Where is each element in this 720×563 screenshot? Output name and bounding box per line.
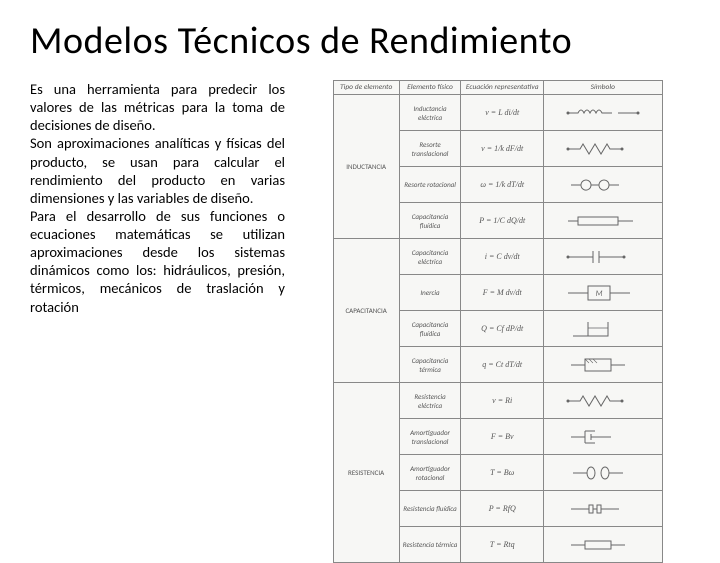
category-inductancia: INDUCTANCIA [333,95,399,239]
header-elemento: Elemento físico [399,81,461,95]
diagram-column: Tipo de elemento Elemento físico Ecuació… [305,80,690,563]
symbol-fluid-cap [544,311,662,347]
symbol-fluid-res [544,491,662,527]
paragraph-2: Son aproximaciones analíticas y físicas … [30,134,285,207]
fluid-cap-icon [563,318,643,340]
row-name: Amortiguador translacional [399,419,461,455]
row-eq: F = Bv [491,432,514,441]
row-name: Capacitancia eléctrica [399,239,461,275]
text-column: Es una herramienta para predecir los val… [30,80,285,563]
row-name: Capacitancia fluídica [399,203,461,239]
spring-icon [563,140,643,158]
row-eq: v = L di/dt [485,108,519,117]
capacitor-icon [563,248,643,266]
row-name: Inercia [399,275,461,311]
row-eq: F = M dv/dt [483,288,522,297]
row-eq: v = 1/k dF/dt [481,144,523,153]
symbol-mass: M [544,275,662,311]
symbol-rot-damper [544,455,662,491]
row-eq: T = Bω [490,468,514,477]
row-eq: q = Ct dT/dt [482,360,522,369]
symbol-spring [544,131,662,167]
therm-res-icon [563,536,643,554]
symbol-fluid-ind [544,203,662,239]
category-capacitancia: CAPACITANCIA [333,239,399,383]
slide-container: Modelos Técnicos de Rendimiento Es una h… [0,0,720,540]
row-eq: Q = Cf dP/dt [481,324,523,333]
header-tipo: Tipo de elemento [333,81,399,95]
row-eq: P = RfQ [489,504,516,513]
rot-spring-icon [563,176,643,194]
elements-table: Tipo de elemento Elemento físico Ecuació… [333,80,663,563]
row-name: Resorte rotacional [399,167,461,203]
inductor-icon [563,104,643,122]
row-name: Capacitancia fluídica [399,311,461,347]
table-row: RESISTENCIA Resistencia eléctrica v = Ri [333,383,662,419]
row-eq: i = C dv/dt [485,252,520,261]
row-name: Amortiguador rotacional [399,455,461,491]
row-eq: ω = 1/k dT/dt [480,180,524,189]
row-name: Resistencia eléctrica [399,383,461,419]
fluid-ind-icon [563,211,643,231]
paragraph-3: Para el desarrollo de sus funciones o ec… [30,207,285,316]
paragraph-1: Es una herramienta para predecir los val… [30,80,285,134]
row-name: Capacitancia térmica [399,347,461,383]
symbol-capacitor [544,239,662,275]
table-header-row: Tipo de elemento Elemento físico Ecuació… [333,81,662,95]
symbol-resistor [544,383,662,419]
damper-icon [563,427,643,447]
svg-text:M: M [595,289,602,299]
row-eq: P = 1/C dQ/dt [479,216,525,225]
resistor-icon [563,392,643,410]
symbol-inductor [544,95,662,131]
fluid-res-icon [563,500,643,518]
row-name: Resorte translacional [399,131,461,167]
symbol-therm-res [544,527,662,563]
symbol-therm-cap [544,347,662,383]
row-eq: T = Rtq [490,540,515,549]
table-row: CAPACITANCIA Capacitancia eléctrica i = … [333,239,662,275]
header-simbolo: Símbolo [544,81,662,95]
category-resistencia: RESISTENCIA [333,383,399,563]
row-name: Resistencia térmica [399,527,461,563]
row-name: Inductancia eléctrica [399,95,461,131]
row-name: Resistencia fluídica [399,491,461,527]
table-row: INDUCTANCIA Inductancia eléctrica v = L … [333,95,662,131]
rot-damper-icon [563,463,643,483]
symbol-rot-spring [544,167,662,203]
slide-title: Modelos Técnicos de Rendimiento [30,18,690,64]
mass-icon: M [563,282,643,304]
header-ecuacion: Ecuación representativa [461,81,544,95]
symbol-damper [544,419,662,455]
table-body: INDUCTANCIA Inductancia eléctrica v = L … [333,95,662,563]
content-row: Es una herramienta para predecir los val… [30,80,690,563]
row-eq: v = Ri [492,396,512,405]
therm-cap-icon [563,355,643,375]
